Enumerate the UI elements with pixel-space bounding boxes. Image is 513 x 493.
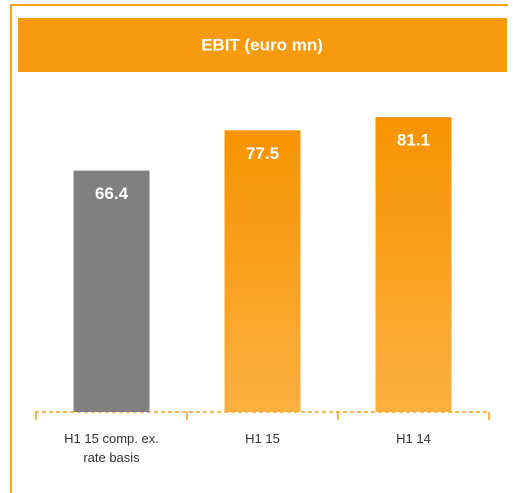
- chart-title: EBIT (euro mn): [201, 35, 323, 54]
- category-ticks: [35, 412, 490, 420]
- frame: [10, 4, 508, 493]
- bar: [224, 130, 301, 412]
- data-label: 66.4: [95, 184, 129, 203]
- x-tick-label: H1 15 comp. ex. rate basis: [64, 431, 159, 465]
- data-label: 77.5: [246, 144, 279, 163]
- x-tick-label: H1 14: [396, 431, 431, 446]
- bar: [73, 170, 150, 412]
- bar: [375, 117, 452, 412]
- data-label: 81.1: [397, 131, 430, 150]
- title-banner: [18, 18, 507, 72]
- x-tick-label: H1 15: [245, 431, 280, 446]
